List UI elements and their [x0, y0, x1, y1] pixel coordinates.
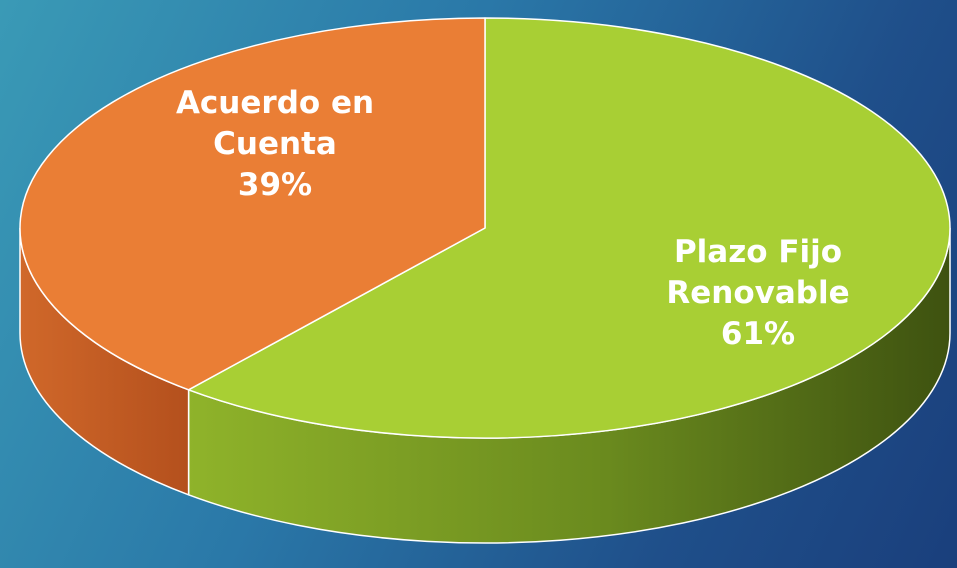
pie-slice-acuerdo-en-cuenta	[19, 17, 486, 391]
pie-tops	[19, 17, 951, 439]
pie-label-line: Acuerdo en	[176, 85, 374, 121]
pie-label-percent: 39%	[238, 167, 312, 203]
pie-label-acuerdo-en-cuenta: Acuerdo en Cuenta 39%	[176, 85, 374, 203]
pie-label-line: Cuenta	[213, 126, 337, 162]
pie-label-line: Plazo Fijo	[674, 234, 842, 270]
pie-label-plazo-fijo-renovable: Plazo Fijo Renovable 61%	[666, 234, 849, 352]
pie-label-percent: 61%	[721, 316, 795, 352]
pie-labels: Plazo Fijo Renovable 61% Acuerdo en Cuenta 39…	[176, 85, 850, 352]
pie-label-line: Renovable	[666, 275, 849, 311]
pie-slice-plazo-fijo-renovable	[187, 17, 951, 439]
